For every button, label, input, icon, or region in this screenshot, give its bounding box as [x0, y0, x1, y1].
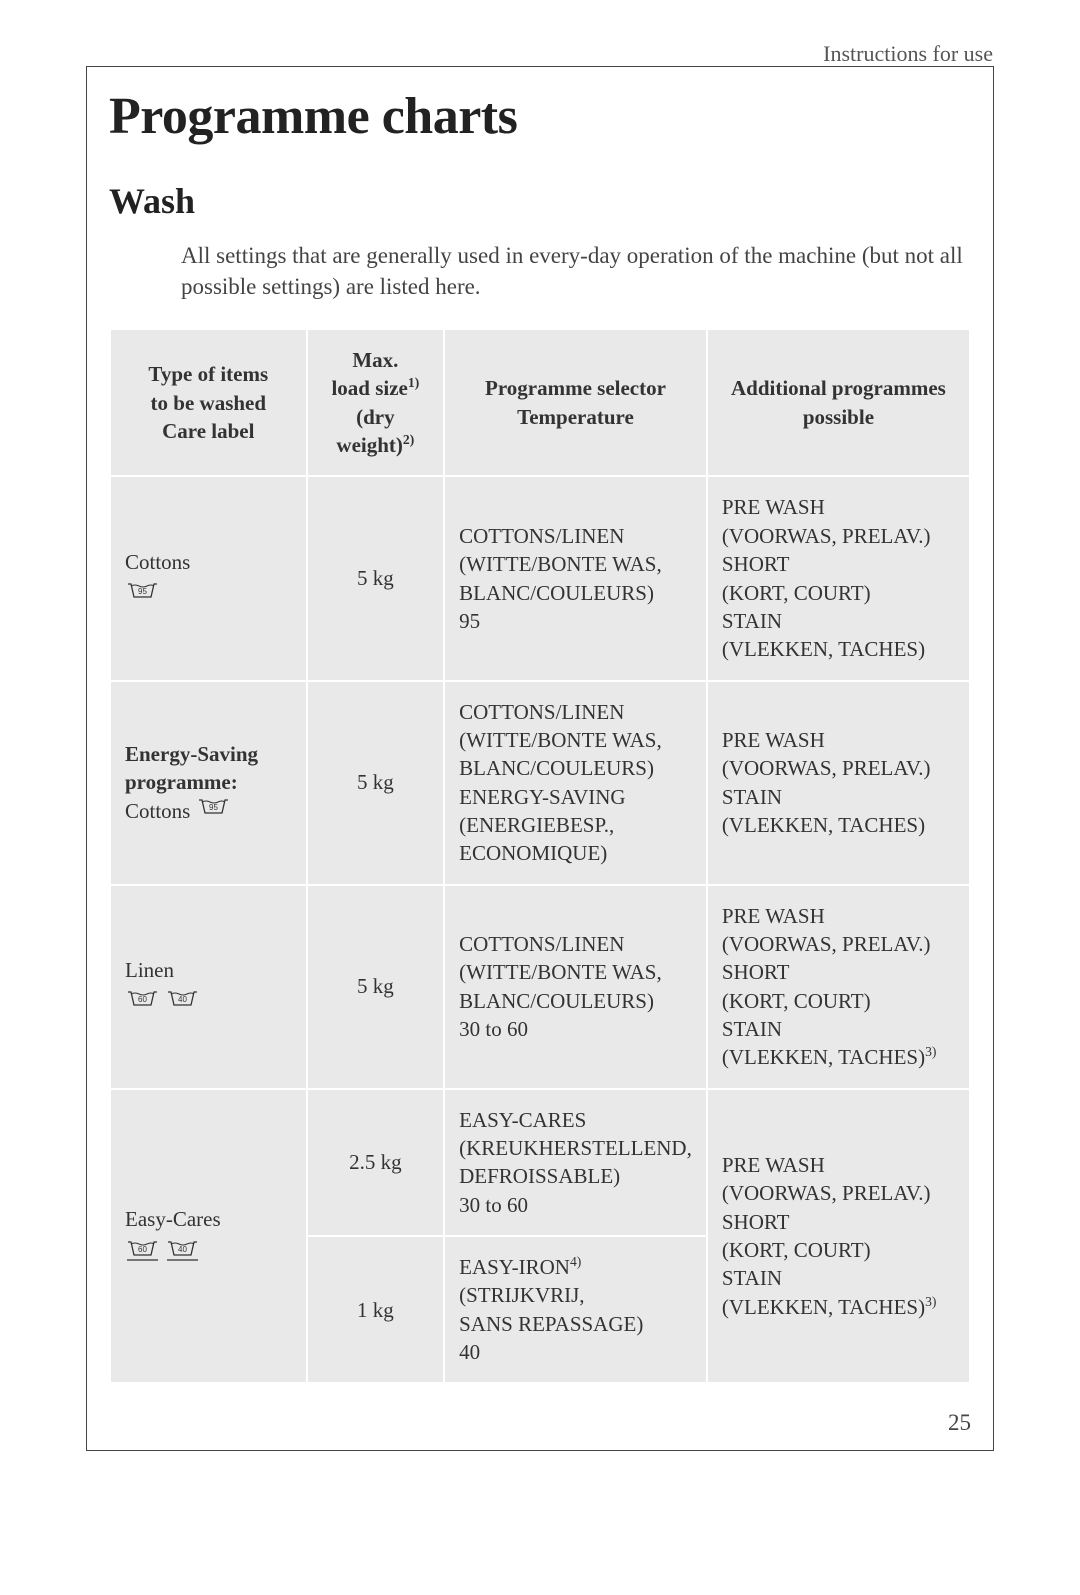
col-header-text: to be washed: [151, 391, 267, 415]
table-header-row: Type of items to be washed Care label Ma…: [111, 330, 969, 475]
cell-additional: PRE WASH(VOORWAS, PRELAV.)SHORT(KORT, CO…: [708, 886, 969, 1088]
col-header-text: (dry weight)2): [336, 405, 414, 457]
cell-programme: COTTONS/LINEN(WITTE/BONTE WAS,BLANC/COUL…: [445, 477, 706, 679]
cell-additional: PRE WASH(VOORWAS, PRELAV.)SHORT(KORT, CO…: [708, 477, 969, 679]
svg-text:60: 60: [138, 1245, 147, 1254]
col-header-text: Care label: [162, 419, 254, 443]
col-header-text: load size1): [331, 376, 419, 400]
table-row: Easy-Cares 60 40 2.5 kg EASY-CARES(KREUK…: [111, 1090, 969, 1235]
content: Programme charts Wash All settings that …: [87, 67, 993, 1384]
cell-load: 5 kg: [308, 886, 444, 1088]
svg-text:95: 95: [138, 587, 147, 596]
cell-load: 5 kg: [308, 682, 444, 884]
wash-symbol-icon: 60: [125, 1238, 159, 1260]
col-header-text: Temperature: [517, 405, 634, 429]
wash-symbol-icon: 95: [196, 796, 230, 818]
cell-type: Energy-Saving programme: Cottons 95: [111, 682, 306, 884]
svg-text:95: 95: [209, 803, 218, 812]
cell-load: 5 kg: [308, 477, 444, 679]
col-header-programme: Programme selector Temperature: [445, 330, 706, 475]
col-header-load: Max. load size1) (dry weight)2): [308, 330, 444, 475]
section-subtitle: Wash: [109, 180, 971, 222]
intro-text: All settings that are generally used in …: [181, 240, 971, 302]
col-header-text: Additional programmes: [731, 376, 946, 400]
cell-type: Easy-Cares 60 40: [111, 1090, 306, 1383]
cell-programme: COTTONS/LINEN(WITTE/BONTE WAS,BLANC/COUL…: [445, 886, 706, 1088]
page-title: Programme charts: [109, 87, 971, 146]
cell-load: 1 kg: [308, 1237, 444, 1382]
col-header-text: Programme selector: [485, 376, 666, 400]
cell-programme: COTTONS/LINEN(WITTE/BONTE WAS,BLANC/COUL…: [445, 682, 706, 884]
cell-type: Cottons 95: [111, 477, 306, 679]
svg-text:40: 40: [178, 995, 187, 1004]
cell-type: Linen 60 40: [111, 886, 306, 1088]
table-body: Cottons 95 5 kg COTTONS/LINEN(WITTE/BONT…: [111, 477, 969, 1382]
cell-programme: EASY-IRON4)(STRIJKVRIJ,SANS REPASSAGE)40: [445, 1237, 706, 1382]
cell-load: 2.5 kg: [308, 1090, 444, 1235]
table-row: Linen 60 40 5 kg COTTONS/LINEN(WITTE/BON…: [111, 886, 969, 1088]
header-right: Instructions for use: [823, 41, 993, 67]
col-header-type: Type of items to be washed Care label: [111, 330, 306, 475]
page-frame: Instructions for use Programme charts Wa…: [86, 66, 994, 1451]
wash-symbol-icon: 60: [125, 988, 159, 1010]
wash-symbol-icon: 95: [125, 580, 159, 602]
table-row: Energy-Saving programme: Cottons 95 5 kg…: [111, 682, 969, 884]
wash-symbol-icon: 40: [165, 988, 199, 1010]
col-header-text: Max.: [352, 348, 398, 372]
cell-additional: PRE WASH(VOORWAS, PRELAV.)SHORT(KORT, CO…: [708, 1090, 969, 1383]
svg-text:40: 40: [178, 1245, 187, 1254]
cell-programme: EASY-CARES(KREUKHERSTELLEND,DEFROISSABLE…: [445, 1090, 706, 1235]
programme-table: Type of items to be washed Care label Ma…: [109, 328, 971, 1384]
col-header-text: possible: [803, 405, 874, 429]
page-number: 25: [948, 1410, 971, 1436]
col-header-text: Type of items: [148, 362, 268, 386]
wash-symbol-icon: 40: [165, 1238, 199, 1260]
table-row: Cottons 95 5 kg COTTONS/LINEN(WITTE/BONT…: [111, 477, 969, 679]
svg-text:60: 60: [138, 995, 147, 1004]
col-header-additional: Additional programmes possible: [708, 330, 969, 475]
cell-additional: PRE WASH(VOORWAS, PRELAV.)STAIN(VLEKKEN,…: [708, 682, 969, 884]
